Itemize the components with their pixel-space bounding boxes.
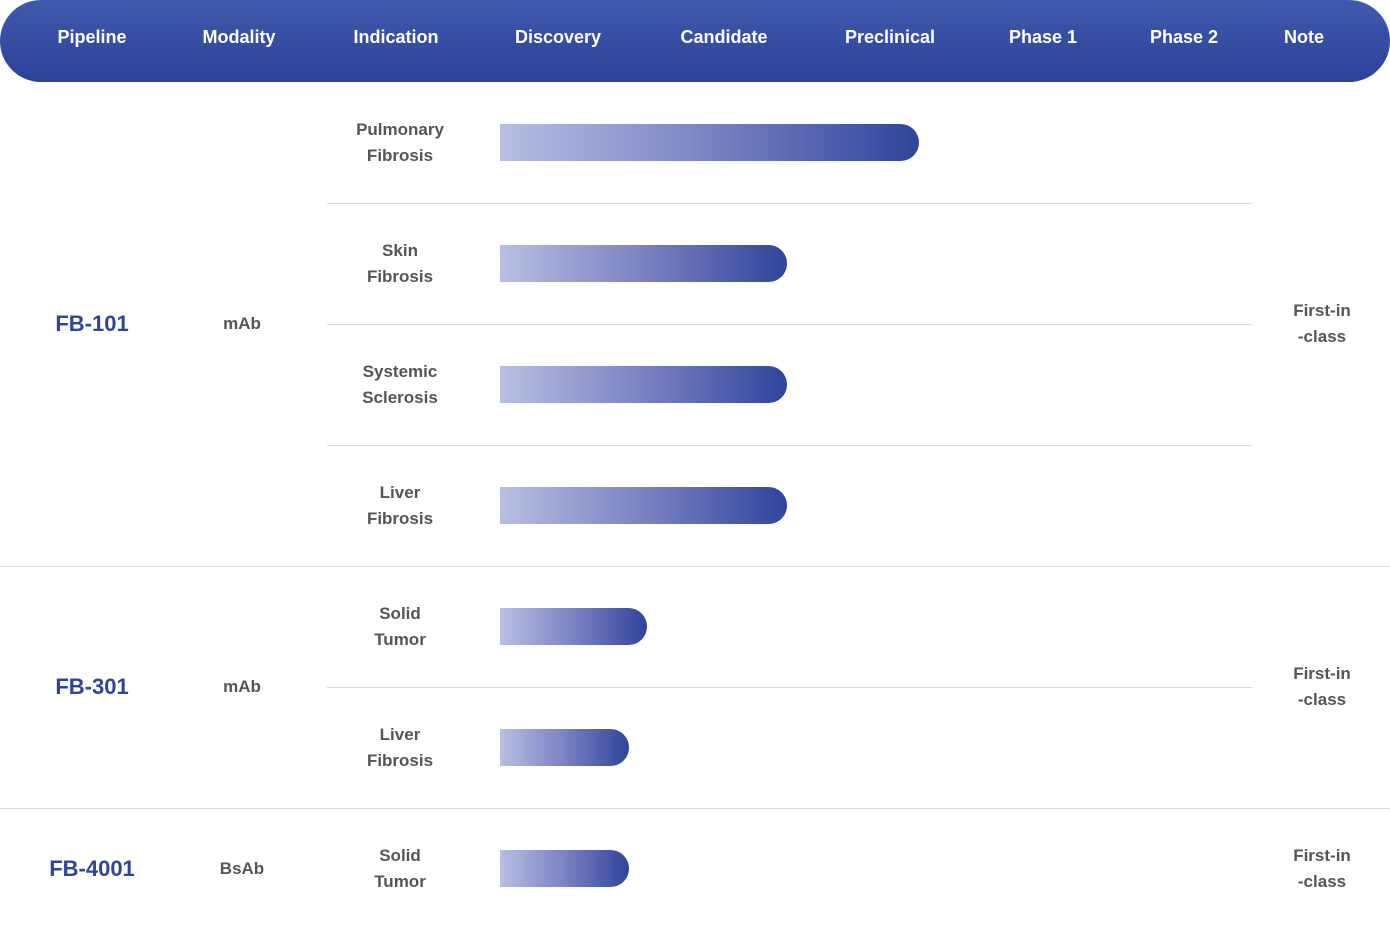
indication-label: Liver Fibrosis: [367, 722, 433, 774]
indication-label: Liver Fibrosis: [367, 480, 433, 532]
row-divider: [327, 445, 1252, 446]
progress-bar: [500, 245, 787, 282]
text-line: -class: [1297, 327, 1347, 346]
pipeline-name: FB-101: [55, 311, 129, 336]
progress-bar: [500, 729, 629, 766]
text-line: Tumor: [374, 629, 426, 649]
text-line: Pulmonary: [356, 119, 444, 139]
text-line: First-in: [1293, 664, 1351, 683]
text-line: Tumor: [374, 871, 426, 891]
group-divider: [0, 566, 1390, 567]
text-line: First-in: [1293, 845, 1351, 865]
header-note: Note: [1284, 26, 1324, 47]
progress-bar: [500, 608, 647, 645]
text-line: Fibrosis: [366, 750, 434, 770]
indication-label: Systemic Sclerosis: [362, 359, 438, 411]
modality-label: mAb: [223, 314, 261, 333]
progress-bar: [500, 366, 787, 403]
text-line: -class: [1297, 871, 1347, 891]
note-label: First-in -class: [1293, 661, 1351, 713]
modality-label: mAb: [223, 677, 261, 696]
progress-bar: [500, 487, 787, 524]
row-divider: [327, 687, 1252, 688]
note-label: First-in -class: [1293, 843, 1351, 895]
text-line: Fibrosis: [366, 266, 434, 286]
header-phase-2: Phase 2: [1149, 26, 1219, 47]
pipeline-name: FB-4001: [49, 855, 135, 881]
text-line: Sclerosis: [362, 387, 438, 407]
row-divider: [327, 324, 1252, 325]
header-preclinical: Preclinical: [844, 26, 936, 47]
pipeline-name: FB-301: [55, 674, 129, 699]
note-label: First-in -class: [1293, 298, 1351, 350]
indication-label: Skin Fibrosis: [367, 238, 433, 290]
header-indication: Indication: [353, 26, 439, 47]
text-line: Solid: [379, 845, 421, 865]
pipeline-table-header: Pipeline Modality Indication Discovery C…: [0, 0, 1390, 82]
text-line: Fibrosis: [366, 145, 434, 165]
text-line: Liver: [379, 482, 421, 502]
group-divider: [0, 808, 1390, 809]
progress-bar: [500, 124, 919, 161]
indication-label: Solid Tumor: [374, 843, 426, 895]
row-divider: [327, 203, 1252, 204]
text-line: First-in: [1293, 301, 1351, 320]
header-pipeline: Pipeline: [57, 26, 127, 47]
text-line: Skin: [382, 240, 418, 260]
header-discovery: Discovery: [514, 26, 602, 47]
text-line: Fibrosis: [366, 508, 434, 528]
progress-bar: [500, 850, 629, 887]
text-line: Systemic: [362, 361, 438, 381]
indication-label: Pulmonary Fibrosis: [356, 117, 444, 169]
indication-label: Solid Tumor: [374, 601, 426, 653]
header-phase-1: Phase 1: [1008, 26, 1078, 47]
text-line: Solid: [379, 603, 421, 623]
modality-label: BsAb: [219, 858, 265, 878]
text-line: Liver: [379, 724, 421, 744]
text-line: -class: [1297, 690, 1347, 709]
header-modality: Modality: [202, 26, 276, 47]
header-candidate: Candidate: [680, 26, 768, 47]
